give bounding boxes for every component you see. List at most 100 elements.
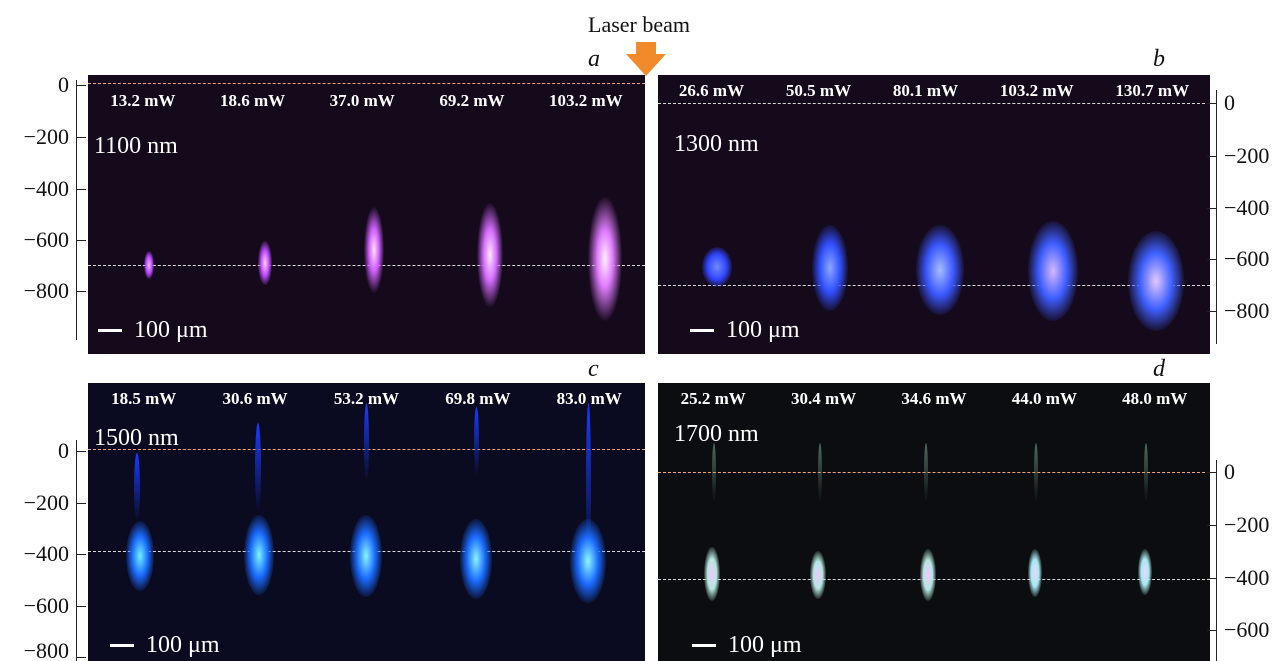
scale-bar-line — [110, 644, 134, 647]
axis-tick — [1207, 311, 1217, 312]
power-label: 44.0 mW — [1011, 389, 1077, 408]
surface-line — [88, 83, 645, 84]
plasma-jet — [1034, 443, 1038, 503]
axis-tick-label: −800 — [23, 278, 69, 303]
axis-tick-label: 0 — [58, 72, 69, 97]
power-label: 53.2 mW — [333, 389, 400, 408]
wavelength-label: 1500 nm — [94, 425, 179, 451]
plasma-spot — [144, 251, 154, 279]
power-label: 83.0 mW — [556, 389, 622, 408]
laser-beam-label: Laser beam — [588, 12, 690, 37]
axis-tick — [1207, 208, 1217, 209]
axis-tick — [76, 451, 86, 452]
plasma-jet — [474, 407, 479, 477]
axis-tick-label: 0 — [1224, 459, 1235, 484]
plasma-spot — [812, 225, 848, 311]
plasma-spot — [258, 241, 272, 285]
power-label: 69.2 mW — [439, 91, 505, 110]
axis-tick — [1207, 259, 1217, 260]
axis-tick — [1207, 630, 1217, 631]
laser-arrow-icon — [626, 42, 666, 76]
scale-bar: 100 μm — [110, 632, 220, 659]
power-label: 30.6 mW — [222, 389, 288, 408]
axis-tick-label: −800 — [1224, 298, 1270, 323]
wavelength-label: 1100 nm — [94, 133, 178, 159]
plasma-spot — [460, 519, 492, 599]
plasma-spot — [916, 225, 964, 315]
scale-bar-label: 100 μm — [728, 632, 802, 658]
power-label: 18.6 mW — [219, 91, 286, 110]
panel-letter-b: b — [1153, 46, 1165, 72]
power-label: 34.6 mW — [901, 389, 967, 408]
plasma-spot — [244, 515, 274, 595]
axis-tick-label: −400 — [23, 176, 69, 201]
axis-tick — [1207, 578, 1217, 579]
scale-bar-line — [98, 329, 122, 332]
axis-tick-label: −400 — [1224, 195, 1270, 220]
plasma-jet — [586, 403, 591, 563]
power-label: 18.5 mW — [111, 389, 177, 408]
power-label: 50.5 mW — [785, 81, 852, 100]
axis-tick — [1207, 156, 1217, 157]
power-label: 130.7 mW — [1115, 81, 1190, 100]
plasma-jet — [364, 403, 369, 483]
axis-tick — [76, 657, 86, 658]
scale-bar-label: 100 μm — [146, 632, 220, 658]
power-label: 80.1 mW — [892, 81, 959, 100]
panel-b-image: 26.6 mW 50.5 mW 80.1 mW 103.2 mW 130.7 m… — [658, 75, 1210, 354]
plasma-spot — [364, 207, 384, 293]
axis-tick-label: −600 — [1224, 246, 1270, 271]
axis-tick-label: −600 — [1224, 617, 1270, 642]
scale-bar: 100 μm — [692, 632, 802, 659]
axis-tick — [76, 240, 86, 241]
wavelength-label: 1700 nm — [674, 421, 759, 447]
plasma-jet — [1144, 443, 1148, 503]
axis-tick-label: −400 — [1224, 565, 1270, 590]
plasma-spot — [1138, 549, 1152, 595]
scale-bar: 100 μm — [98, 317, 208, 344]
power-label: 26.6 mW — [678, 81, 745, 100]
panel-letter-a: a — [588, 46, 600, 72]
axis-tick-label: −200 — [1224, 512, 1270, 537]
plasma-spot — [702, 247, 732, 287]
axis-tick — [76, 85, 86, 86]
axis-tick-label: 0 — [58, 438, 69, 463]
surface-line — [658, 103, 1210, 104]
axis-c — [76, 440, 77, 661]
scale-bar-line — [690, 329, 714, 332]
surface-line — [658, 472, 1210, 473]
axis-tick — [76, 291, 86, 292]
axis-tick — [76, 137, 86, 138]
axis-tick-label: −200 — [23, 490, 69, 515]
power-label: 103.2 mW — [549, 91, 623, 110]
plasma-spot — [477, 203, 503, 307]
plasma-jet — [712, 443, 716, 503]
plasma-spot — [588, 197, 622, 321]
panel-letter-d: d — [1153, 356, 1165, 382]
axis-tick — [76, 554, 86, 555]
plasma-spot — [1028, 549, 1042, 597]
plasma-spot — [704, 547, 720, 601]
axis-tick-label: −600 — [23, 593, 69, 618]
axis-tick — [1207, 472, 1217, 473]
power-label: 69.8 mW — [445, 389, 511, 408]
wavelength-label: 1300 nm — [674, 131, 759, 157]
plasma-spot — [350, 515, 382, 597]
power-label: 25.2 mW — [680, 389, 746, 408]
axis-tick — [1207, 525, 1217, 526]
axis-d — [1216, 460, 1217, 661]
plasma-spot — [570, 519, 606, 603]
plasma-spot — [126, 521, 154, 591]
power-label: 103.2 mW — [999, 81, 1074, 100]
scale-bar-label: 100 μm — [726, 317, 800, 343]
plasma-spot — [1028, 221, 1078, 321]
plasma-jet — [134, 453, 140, 523]
panel-a-image: 13.2 mW 18.6 mW 37.0 mW 69.2 mW 103.2 mW… — [88, 75, 645, 354]
plasma-jet — [255, 423, 261, 513]
axis-tick — [76, 189, 86, 190]
axis-tick-label: 0 — [1224, 90, 1235, 115]
axis-a — [76, 80, 77, 340]
axis-tick-label: −200 — [23, 124, 69, 149]
plasma-spot — [920, 549, 936, 601]
power-label: 13.2 mW — [110, 91, 176, 110]
